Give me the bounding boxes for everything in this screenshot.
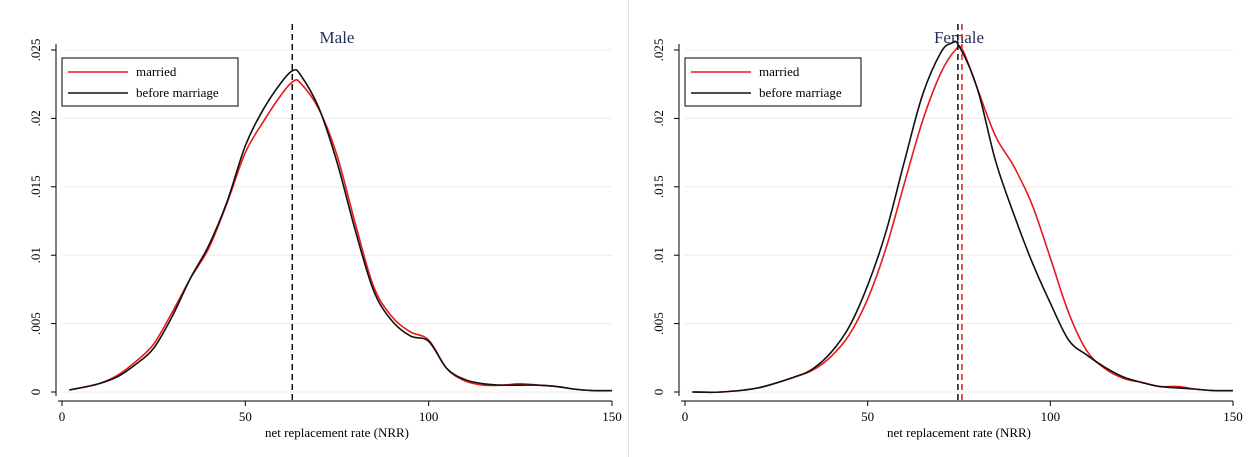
y-tick-label: .015	[651, 175, 666, 198]
y-tick-label: .025	[28, 39, 43, 62]
y-tick-label: .005	[28, 312, 43, 335]
y-tick-label: .01	[28, 247, 43, 263]
y-tick-label: 0	[651, 389, 666, 396]
x-tick-label: 150	[1223, 409, 1243, 424]
series-line-before-marriage	[69, 68, 613, 392]
y-tick-label: .02	[28, 110, 43, 126]
x-tick-label: 0	[682, 409, 689, 424]
chart-male: 0 .005 .01 .015 .02 .025 0 50 100 150 net replacem…	[28, 24, 622, 440]
chart-title: Female	[934, 28, 984, 47]
series-line-before-marriage	[692, 40, 1234, 394]
legend-label-married: married	[759, 64, 800, 79]
chart-title: Male	[320, 28, 355, 47]
y-tick-label: 0	[28, 389, 43, 396]
legend-label-before-marriage: before marriage	[759, 85, 842, 100]
x-tick-label: 100	[1041, 409, 1061, 424]
y-tick-label: .02	[651, 110, 666, 126]
legend	[684, 57, 862, 107]
x-tick-label: 50	[861, 409, 874, 424]
legend-label-before-marriage: before marriage	[136, 85, 219, 100]
x-tick-label: 100	[419, 409, 439, 424]
x-tick-label: 150	[602, 409, 622, 424]
series-line-married	[69, 78, 613, 392]
panel-divider	[628, 0, 629, 457]
x-axis-label: net replacement rate (NRR)	[887, 425, 1031, 440]
y-tick-label: .005	[651, 312, 666, 335]
chart-female: 0 .005 .01 .015 .02 .025 0 50 100 150 net replacem…	[651, 24, 1243, 440]
y-tick-label: .015	[28, 175, 43, 198]
x-tick-label: 50	[239, 409, 252, 424]
y-tick-label: .025	[651, 39, 666, 62]
x-axis-label: net replacement rate (NRR)	[265, 425, 409, 440]
y-tick-label: .01	[651, 247, 666, 263]
legend	[61, 57, 239, 107]
legend-label-married: married	[136, 64, 177, 79]
x-tick-label: 0	[59, 409, 66, 424]
